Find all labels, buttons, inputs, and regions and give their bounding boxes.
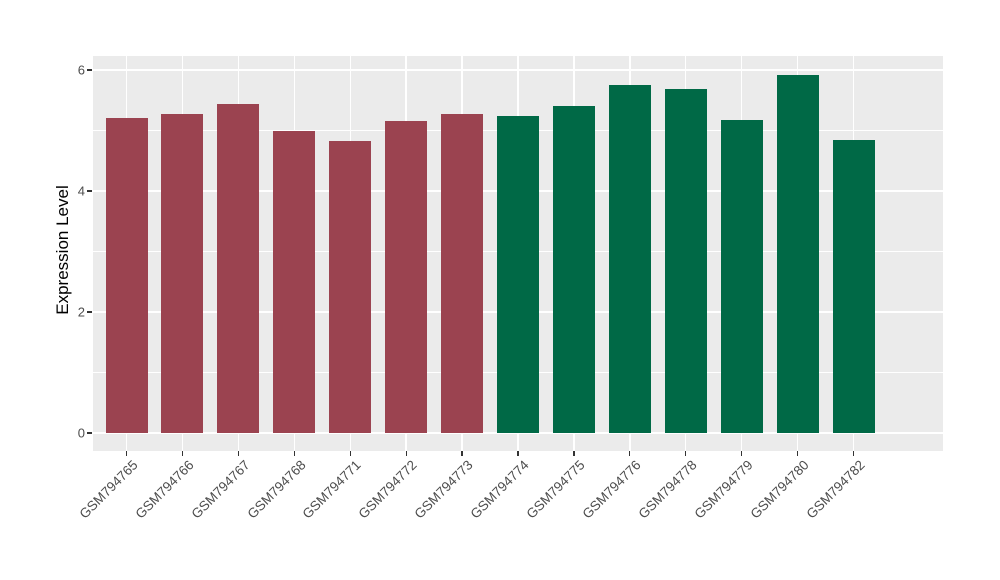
y-tick-label: 0 [77, 425, 85, 441]
x-tick-label: GSM794780 [747, 457, 812, 522]
y-tick-label: 6 [77, 62, 85, 78]
x-tick-mark [405, 451, 407, 456]
x-tick-label: GSM794779 [691, 457, 756, 522]
x-tick-mark [797, 451, 799, 456]
x-tick-mark [293, 451, 295, 456]
y-tick-mark [87, 69, 92, 71]
plot-panel [93, 56, 943, 451]
bar-GSM794774 [497, 115, 539, 433]
y-tick-mark [87, 190, 92, 192]
bar-GSM794782 [832, 139, 875, 433]
x-tick-mark [237, 451, 239, 456]
bar-GSM794778 [664, 89, 707, 433]
x-tick-label: GSM794771 [299, 457, 365, 522]
bar-GSM794772 [385, 121, 428, 433]
y-tick-mark [87, 432, 92, 434]
x-tick-mark [573, 451, 575, 456]
x-tick-label: GSM794772 [355, 457, 421, 522]
bar-GSM794766 [161, 114, 204, 433]
x-tick-label: GSM794767 [188, 457, 253, 522]
x-tick-label: GSM794768 [244, 457, 309, 522]
y-tick-mark [87, 311, 92, 313]
x-tick-label: GSM794766 [132, 457, 197, 522]
x-tick-label: GSM794765 [76, 457, 141, 522]
bar-GSM794779 [720, 120, 763, 433]
bar-GSM794780 [776, 74, 819, 433]
x-tick-mark [349, 451, 351, 456]
x-tick-mark [685, 451, 687, 456]
x-tick-label: GSM794782 [803, 457, 868, 522]
bar-GSM794768 [273, 130, 316, 433]
x-tick-label: GSM794774 [467, 457, 532, 522]
x-tick-mark [741, 451, 743, 456]
x-tick-label: GSM794776 [579, 457, 644, 522]
x-tick-label: GSM794775 [523, 457, 588, 522]
y-axis-title: Expression Level [53, 185, 72, 315]
bar-GSM794771 [329, 140, 372, 433]
x-tick-mark [629, 451, 631, 456]
y-tick-label: 2 [77, 304, 85, 320]
bar-GSM794773 [441, 113, 484, 433]
bar-GSM794775 [552, 106, 595, 433]
x-tick-label: GSM794778 [635, 457, 700, 522]
x-tick-mark [125, 451, 128, 456]
bar-GSM794765 [105, 118, 148, 433]
x-tick-mark [852, 451, 855, 456]
x-tick-label: GSM794773 [411, 457, 476, 522]
x-tick-mark [461, 451, 463, 456]
x-tick-mark [517, 451, 519, 456]
bar-GSM794776 [608, 85, 651, 433]
bar-GSM794767 [217, 104, 260, 433]
x-tick-mark [181, 451, 184, 456]
y-tick-label: 4 [77, 183, 85, 199]
